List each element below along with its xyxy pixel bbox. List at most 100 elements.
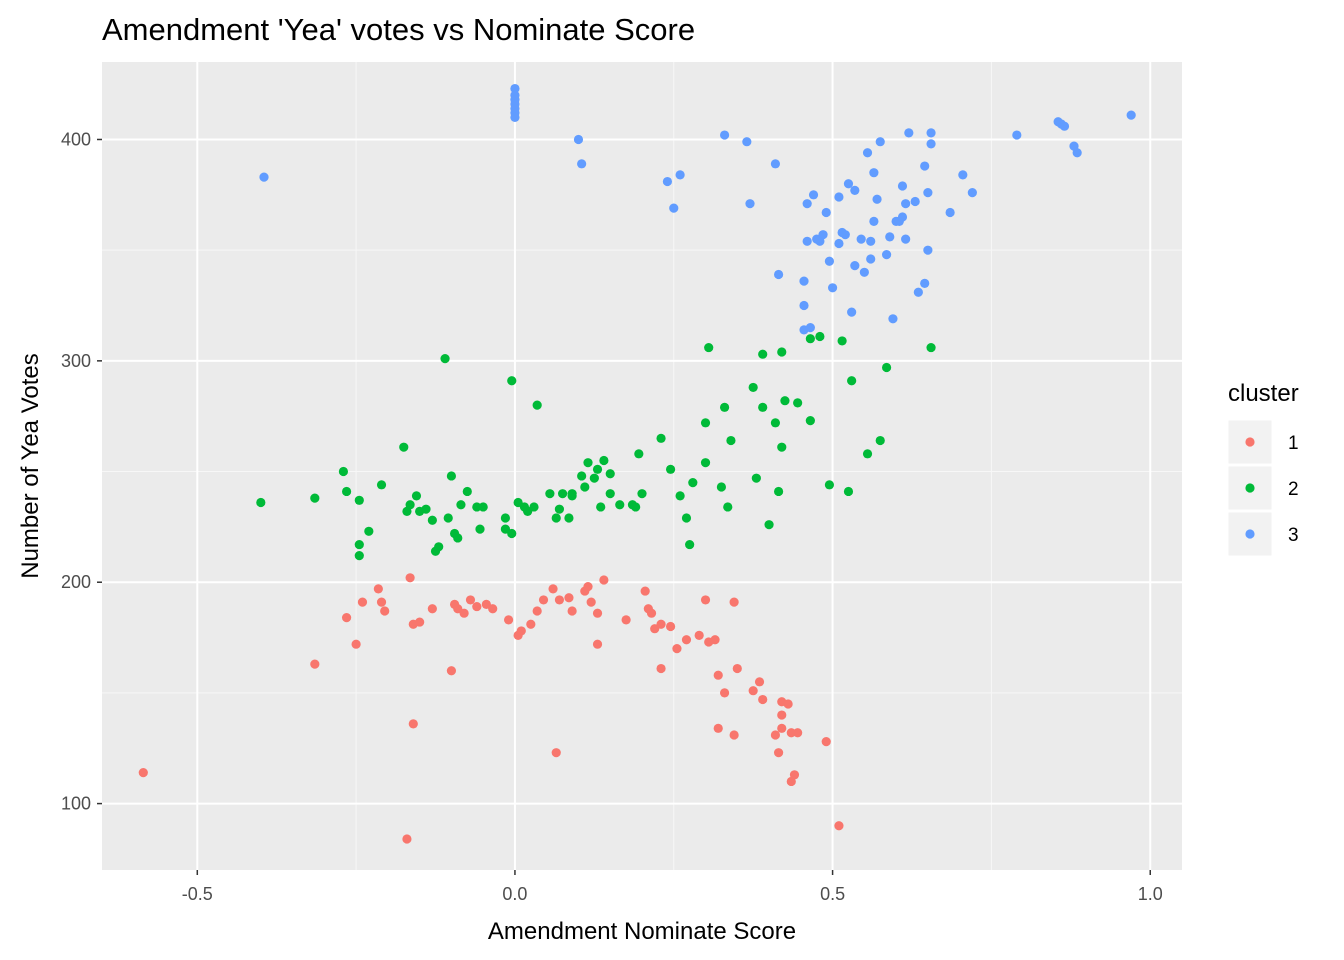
- data-point-cluster-1: [564, 593, 574, 603]
- data-point-cluster-1: [586, 597, 596, 607]
- data-point-cluster-1: [672, 644, 682, 654]
- legend-items: 1 2 3: [1227, 419, 1299, 557]
- data-point-cluster-2: [824, 480, 835, 490]
- data-point-cluster-2: [685, 539, 695, 550]
- data-point-cluster-2: [596, 502, 606, 512]
- data-point-cluster-1: [567, 606, 577, 616]
- data-point-cluster-2: [421, 504, 431, 514]
- data-point-cluster-2: [777, 442, 787, 452]
- data-point-cluster-1: [310, 659, 320, 669]
- y-tick-label: 200: [61, 572, 91, 592]
- data-point-cluster-1: [427, 604, 437, 614]
- data-point-cluster-1: [665, 621, 676, 632]
- data-point-cluster-3: [808, 190, 819, 200]
- legend: cluster 1 2 3: [1227, 380, 1299, 557]
- data-point-cluster-2: [341, 486, 352, 497]
- data-point-cluster-2: [478, 502, 488, 512]
- data-point-cluster-1: [592, 639, 603, 649]
- data-point-cluster-2: [399, 442, 409, 452]
- data-point-cluster-2: [634, 449, 644, 459]
- data-point-cluster-3: [923, 188, 933, 198]
- data-point-cluster-3: [859, 267, 869, 277]
- data-point-cluster-1: [729, 730, 739, 740]
- data-point-cluster-1: [640, 586, 650, 596]
- data-point-cluster-2: [758, 402, 768, 412]
- data-point-cluster-2: [567, 491, 577, 501]
- data-point-cluster-3: [1059, 121, 1070, 131]
- data-point-cluster-3: [926, 128, 936, 138]
- data-point-cluster-2: [405, 500, 415, 510]
- data-point-cluster-2: [688, 478, 698, 488]
- data-point-cluster-1: [656, 619, 666, 629]
- data-point-cluster-2: [748, 382, 758, 393]
- data-point-cluster-2: [726, 435, 736, 446]
- data-point-cluster-3: [872, 194, 882, 204]
- data-point-cluster-2: [926, 342, 936, 353]
- data-point-cluster-3: [847, 307, 857, 317]
- data-point-cluster-2: [580, 482, 590, 492]
- data-point-cluster-1: [538, 595, 549, 605]
- data-point-cluster-3: [869, 216, 879, 226]
- data-point-cluster-1: [548, 584, 558, 594]
- data-point-cluster-1: [719, 688, 730, 698]
- data-point-cluster-2: [700, 458, 711, 468]
- data-point-cluster-1: [402, 834, 412, 844]
- data-point-cluster-2: [551, 513, 561, 523]
- legend-marker: [1245, 483, 1255, 493]
- data-point-cluster-2: [700, 418, 711, 428]
- data-points: [138, 83, 1136, 844]
- chart-title: Amendment 'Yea' votes vs Nominate Score: [102, 12, 695, 47]
- plot-panel: [102, 62, 1182, 870]
- data-point-cluster-2: [764, 520, 774, 530]
- data-point-cluster-3: [773, 269, 784, 280]
- x-tick-label: 0.0: [502, 884, 527, 904]
- data-point-cluster-3: [913, 287, 923, 297]
- data-point-cluster-2: [446, 471, 457, 481]
- data-point-cluster-2: [472, 502, 482, 512]
- data-point-cluster-2: [770, 418, 781, 428]
- data-point-cluster-3: [923, 245, 933, 255]
- data-point-cluster-2: [462, 486, 472, 497]
- legend-label: 3: [1288, 525, 1299, 546]
- y-tick-label: 100: [61, 794, 91, 814]
- data-point-cluster-3: [802, 199, 812, 209]
- data-point-cluster-2: [338, 466, 349, 477]
- data-point-cluster-3: [821, 207, 831, 218]
- data-point-cluster-3: [827, 283, 838, 293]
- data-point-cluster-1: [341, 613, 352, 623]
- data-point-cluster-3: [802, 236, 812, 246]
- data-point-cluster-3: [770, 159, 781, 169]
- x-tick-label: 1.0: [1138, 884, 1163, 904]
- data-point-cluster-1: [783, 699, 793, 709]
- data-point-cluster-3: [881, 249, 892, 260]
- data-point-cluster-3: [719, 130, 730, 140]
- data-point-cluster-3: [910, 196, 920, 207]
- data-point-cluster-2: [443, 513, 453, 523]
- major-gridlines: [102, 62, 1182, 870]
- x-axis-title: Amendment Nominate Score: [488, 918, 796, 945]
- x-axis-ticks: -0.5 0.0 0.5 1.0: [182, 870, 1163, 904]
- data-point-cluster-3: [967, 188, 977, 198]
- data-point-cluster-2: [564, 513, 574, 523]
- data-point-cluster-2: [637, 489, 647, 499]
- x-tick-label: -0.5: [182, 884, 213, 904]
- data-point-cluster-1: [710, 635, 720, 645]
- data-point-cluster-3: [926, 139, 936, 149]
- data-point-cluster-2: [589, 473, 599, 483]
- data-point-cluster-1: [793, 728, 803, 738]
- data-point-cluster-1: [786, 728, 796, 738]
- data-point-cluster-1: [599, 575, 609, 585]
- data-point-cluster-1: [526, 619, 536, 629]
- data-point-cluster-2: [862, 449, 873, 459]
- data-point-cluster-2: [723, 502, 733, 512]
- legend-label: 2: [1288, 479, 1299, 500]
- data-point-cluster-2: [354, 539, 364, 550]
- data-point-cluster-1: [729, 597, 739, 607]
- data-point-cluster-2: [256, 497, 266, 508]
- data-point-cluster-1: [551, 748, 561, 758]
- data-point-cluster-3: [850, 185, 860, 195]
- data-point-cluster-3: [901, 199, 911, 209]
- data-point-cluster-3: [869, 168, 879, 178]
- data-point-cluster-2: [793, 398, 803, 408]
